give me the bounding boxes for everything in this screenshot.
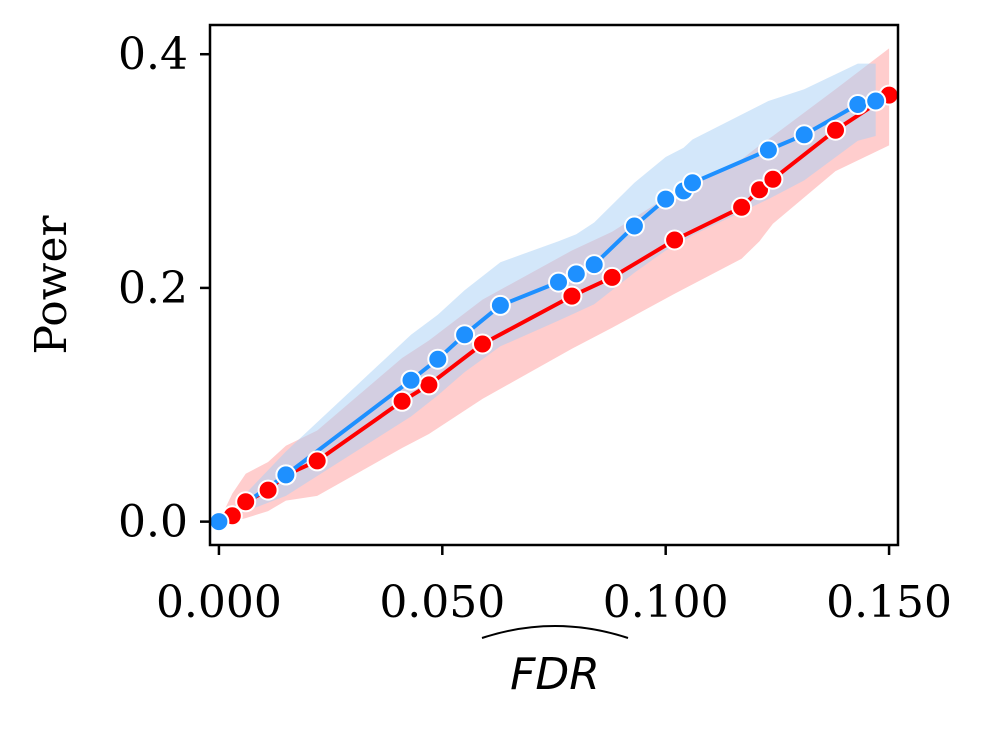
y-tick-label: 0.2 <box>118 263 188 314</box>
point-blue <box>548 271 569 293</box>
point-red <box>472 333 493 355</box>
point-blue <box>454 324 476 346</box>
point-red <box>825 119 846 141</box>
band-blue <box>218 63 876 522</box>
x-axis-ticks: 0.000 0.050 0.100 0.150 <box>156 545 952 628</box>
point-blue <box>583 254 605 276</box>
point-red <box>306 450 328 472</box>
x-tick-label: 0.100 <box>603 577 729 628</box>
x-axis-label: FDR <box>481 625 629 700</box>
point-blue <box>208 511 230 533</box>
point-red <box>235 491 257 513</box>
point-red <box>561 285 583 307</box>
point-blue <box>623 215 645 237</box>
y-axis-ticks: 0.0 0.2 0.4 <box>118 29 210 548</box>
point-red <box>391 390 413 412</box>
point-red <box>762 168 784 190</box>
point-red <box>418 374 440 396</box>
point-blue <box>489 294 511 316</box>
point-blue <box>757 139 779 161</box>
point-blue <box>847 94 869 115</box>
series-points <box>208 84 900 533</box>
point-red <box>257 479 279 501</box>
x-tick-label: 0.000 <box>156 577 282 628</box>
plot-frame <box>208 23 900 547</box>
point-blue <box>427 348 449 370</box>
x-tick-label: 0.050 <box>379 577 505 628</box>
y-tick-label: 0.0 <box>118 497 188 548</box>
point-blue <box>682 172 703 194</box>
point-red <box>664 229 686 251</box>
y-axis-label: Power <box>26 215 77 355</box>
point-red <box>731 196 753 218</box>
point-blue <box>793 124 815 146</box>
point-blue <box>865 90 887 112</box>
point-blue <box>655 188 677 210</box>
y-tick-label: 0.4 <box>118 29 188 80</box>
point-blue <box>565 263 587 285</box>
x-axis-label-hat <box>481 625 629 639</box>
point-red <box>601 266 623 288</box>
x-axis-label-text: FDR <box>510 649 600 700</box>
x-tick-label: 0.150 <box>826 577 952 628</box>
point-blue <box>400 369 422 391</box>
point-blue <box>275 464 297 486</box>
